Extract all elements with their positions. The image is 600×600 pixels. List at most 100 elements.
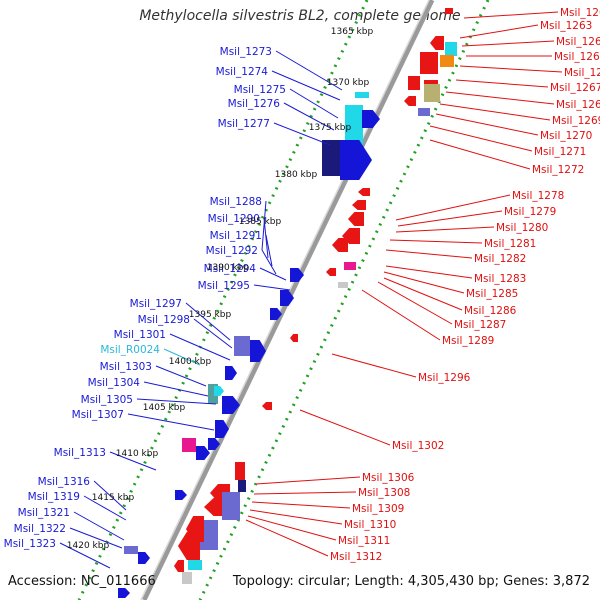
left-label-leader bbox=[193, 318, 233, 349]
right-gene-label: Msil_1286 bbox=[464, 305, 517, 317]
gene-arrow bbox=[178, 532, 200, 560]
right-gene-label: Msil_1281 bbox=[484, 238, 536, 250]
left-label-leader bbox=[289, 88, 339, 119]
gene-arrow bbox=[208, 438, 220, 450]
right-gene-label: Msil_1311 bbox=[338, 535, 390, 547]
right-gene-label: Msil_1272 bbox=[532, 164, 584, 176]
left-label-leader bbox=[127, 413, 215, 431]
right-label-leader bbox=[435, 113, 539, 136]
left-label-leader bbox=[273, 122, 331, 146]
left-label-leader bbox=[253, 284, 291, 291]
scale-tick-label: 1410 kbp bbox=[116, 449, 159, 459]
left-label-leader bbox=[265, 234, 273, 267]
labels-layer: Msil_1273 Msil_1274 Msil_1275 Msil_1276 Msil… bbox=[4, 7, 600, 563]
left-label-leader bbox=[136, 398, 217, 405]
gene-arrow bbox=[358, 188, 370, 196]
left-label-leader bbox=[143, 381, 209, 397]
gene-arrow bbox=[404, 96, 416, 106]
right-gene-label: Msil_1283 bbox=[474, 273, 526, 285]
scale-tick-label: 1375 kbp bbox=[309, 123, 352, 133]
right-gene-label: Msil_1278 bbox=[512, 190, 564, 202]
left-label-leader bbox=[59, 542, 111, 569]
right-gene-label: Msil_1267 bbox=[550, 82, 600, 94]
right-label-leader bbox=[459, 24, 539, 39]
gene-block bbox=[445, 8, 453, 14]
left-gene-label: Msil_1294 bbox=[204, 263, 257, 275]
gene-arrow bbox=[430, 36, 444, 50]
gene-block bbox=[200, 520, 218, 550]
right-gene-label: Msil_1264 bbox=[556, 36, 600, 48]
left-label-leader bbox=[73, 511, 125, 541]
gene-block bbox=[234, 336, 250, 356]
scale-tick-label: 1380 kbp bbox=[275, 170, 318, 180]
gene-block bbox=[424, 84, 440, 102]
gene-block bbox=[188, 560, 202, 570]
gene-arrow bbox=[214, 386, 224, 396]
left-gene-label: Msil_1304 bbox=[88, 377, 141, 389]
right-label-leader bbox=[251, 501, 351, 509]
right-label-leader bbox=[461, 40, 555, 47]
left-label-leader bbox=[275, 50, 343, 91]
scale-ticks-layer: 1365 kbp 1370 kbp 1375 kbp 1380 kbp 1385 kbp… bbox=[67, 27, 374, 551]
right-label-leader bbox=[395, 226, 495, 233]
gene-arrow bbox=[118, 588, 130, 598]
right-gene-label: Msil_1312 bbox=[330, 551, 382, 563]
left-label-leader bbox=[261, 249, 277, 275]
left-gene-label: Msil_1275 bbox=[234, 84, 286, 96]
right-label-leader bbox=[383, 271, 465, 294]
left-gene-label: Msil_1305 bbox=[81, 394, 133, 406]
right-label-leader bbox=[459, 65, 563, 73]
right-gene-label: Msil_1265 bbox=[554, 51, 600, 63]
left-label-leader bbox=[83, 495, 127, 521]
right-label-leader bbox=[331, 353, 417, 378]
left-gene-label: Msil_1303 bbox=[100, 361, 152, 373]
right-gene-label: Msil_1266 bbox=[564, 67, 600, 79]
gene-arrow bbox=[362, 110, 380, 128]
scale-tick-label: 1395 kbp bbox=[189, 310, 232, 320]
gene-block bbox=[235, 462, 245, 480]
right-label-leader bbox=[253, 491, 357, 495]
right-label-leader bbox=[445, 91, 555, 105]
gene-arrow bbox=[222, 396, 240, 414]
left-gene-label: Msil_1321 bbox=[18, 507, 70, 519]
left-label-leader bbox=[261, 200, 267, 251]
left-label-leader bbox=[259, 267, 287, 281]
right-gene-label: Msil_1285 bbox=[466, 288, 518, 300]
scale-tick-label: 1405 kbp bbox=[143, 403, 186, 413]
right-label-leader bbox=[299, 409, 391, 446]
scale-tick-label: 1400 kbp bbox=[169, 357, 212, 367]
gene-block bbox=[355, 92, 369, 98]
left-gene-label: Msil_1316 bbox=[38, 476, 91, 488]
gene-block bbox=[182, 438, 196, 452]
right-gene-label: Msil_1270 bbox=[540, 130, 592, 142]
left-gene-label: Msil_1313 bbox=[54, 447, 106, 459]
gene-block bbox=[124, 546, 138, 554]
left-label-leader bbox=[93, 480, 127, 511]
gene-arrow bbox=[290, 268, 304, 282]
gene-arrow bbox=[348, 212, 364, 226]
map-title: Methylocella silvestris BL2, complete ge… bbox=[139, 8, 461, 24]
left-gene-label: Msil_1297 bbox=[130, 298, 182, 310]
genes-layer bbox=[118, 8, 457, 598]
right-gene-label: Msil_1271 bbox=[534, 146, 586, 158]
scale-tick-label: 1390 kbp bbox=[207, 263, 250, 273]
left-label-leader bbox=[169, 333, 231, 361]
right-label-leader bbox=[389, 239, 483, 244]
right-gene-label: Msil_1269 bbox=[552, 115, 600, 127]
right-gene-label: Msil_1282 bbox=[474, 253, 526, 265]
right-gene-label: Msil_1262 bbox=[560, 7, 600, 19]
left-label-leader bbox=[263, 217, 269, 259]
left-gene-label: Msil_R0024 bbox=[100, 344, 160, 356]
right-label-leader bbox=[385, 265, 473, 279]
left-gene-label: Msil_1323 bbox=[4, 538, 56, 550]
right-label-leader bbox=[247, 515, 337, 541]
right-label-leader bbox=[397, 210, 503, 227]
scale-tick-label: 1420 kbp bbox=[67, 541, 110, 551]
right-gene-label: Msil_1279 bbox=[504, 206, 556, 218]
gene-block bbox=[420, 52, 438, 74]
right-label-leader bbox=[463, 11, 559, 19]
right-label-leader bbox=[429, 125, 533, 152]
gene-block bbox=[238, 480, 246, 492]
right-gene-label: Msil_1280 bbox=[496, 222, 548, 234]
gene-block bbox=[208, 384, 218, 404]
